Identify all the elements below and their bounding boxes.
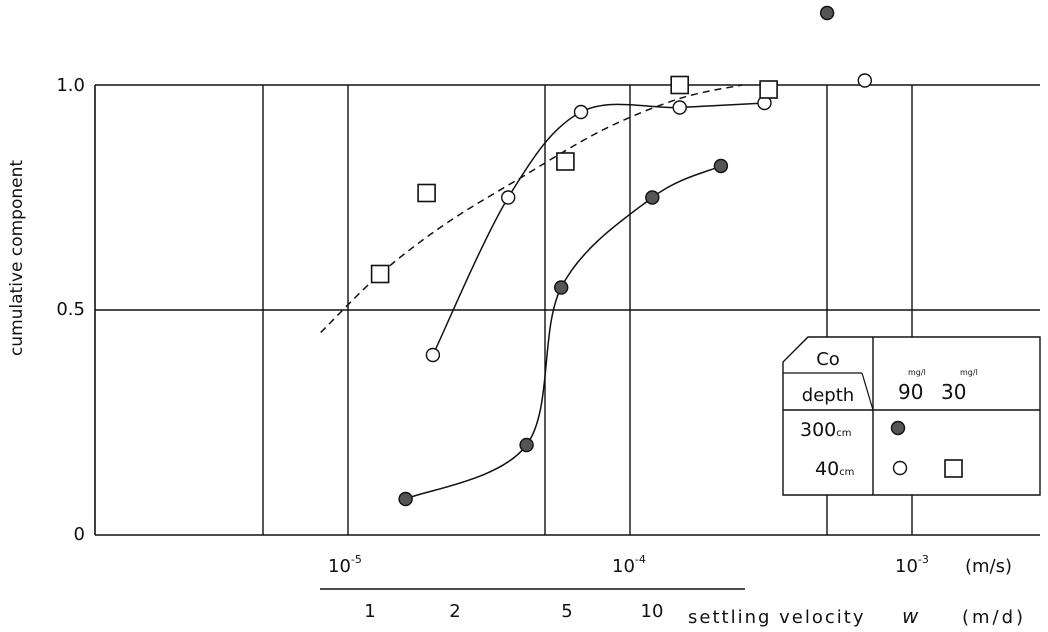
x-tick-labels: 10-5 10-4 10-3 (m/s) xyxy=(328,553,1012,577)
x-tick-label: 10-4 xyxy=(612,553,646,577)
x-tick-base: 10 xyxy=(328,556,351,577)
secondary-tick-label: 10 xyxy=(641,601,664,622)
series-curve-s300_90 xyxy=(405,165,722,500)
data-point-s40_30-3 xyxy=(670,75,690,95)
data-point-s40_30-0 xyxy=(370,264,390,284)
secondary-unit-label: (m/d) xyxy=(962,607,1026,628)
data-point-s40_30-1 xyxy=(417,183,436,203)
secondary-tick-label: 1 xyxy=(364,601,375,622)
x-tick-base: 10 xyxy=(612,556,635,577)
curves xyxy=(320,84,765,500)
x-tick-label: 10-5 xyxy=(328,553,362,577)
secondary-axis-label: settling velocity xyxy=(688,607,865,628)
data-point-s300_90-2 xyxy=(554,280,569,295)
x-tick-base: 10 xyxy=(895,556,918,577)
data-point-s300_90-0 xyxy=(398,491,413,507)
legend-row-depth-300: 300cm xyxy=(800,419,852,441)
legend-depth-value: 40 xyxy=(815,458,839,480)
y-tick-label: 0 xyxy=(74,524,85,545)
legend-conc-90: 90 xyxy=(898,380,923,404)
data-point-s300_90-1 xyxy=(519,437,534,453)
legend-depth-value: 300 xyxy=(800,419,836,441)
data-point-s40_90-0 xyxy=(425,347,441,363)
data-point-s40_90-2 xyxy=(573,104,589,120)
legend-marker-open-circle xyxy=(892,460,908,476)
secondary-tick-labels: 1 2 5 10 xyxy=(364,601,663,622)
series-curve-s40_90 xyxy=(432,102,765,356)
data-point-s40_90-5 xyxy=(857,73,872,88)
legend-co-label: Co xyxy=(816,349,840,370)
legend-frame xyxy=(782,336,1041,496)
y-tick-label: 1.0 xyxy=(56,75,85,96)
y-tick-labels: 0 0.5 1.0 xyxy=(56,75,85,545)
legend-row-depth-40: 40cm xyxy=(815,458,854,480)
x-tick-exp: -4 xyxy=(635,553,646,566)
legend-depth-unit: cm xyxy=(839,467,854,478)
legend-slash xyxy=(861,372,874,411)
legend-marker-open-square xyxy=(944,459,963,478)
secondary-axis-symbol: w xyxy=(902,604,919,628)
series-curve-s40_30 xyxy=(320,84,743,334)
axes xyxy=(94,85,1040,590)
legend-conc-30: 30 xyxy=(941,380,966,404)
y-tick-label: 0.5 xyxy=(56,299,85,320)
x-unit-label: (m/s) xyxy=(965,556,1012,577)
legend: Co depth mg/l mg/l 90 30 300cm 40cm xyxy=(782,336,1041,496)
data-point-s40_30-4 xyxy=(759,80,778,99)
data-point-s300_90-3 xyxy=(645,190,660,205)
legend-depth-unit: cm xyxy=(836,428,851,439)
legend-marker-filled-circle xyxy=(890,420,906,436)
legend-unit-1: mg/l xyxy=(908,368,926,377)
y-axis-label: cumulative component xyxy=(7,160,27,356)
secondary-tick-label: 5 xyxy=(561,601,572,622)
markers xyxy=(370,5,872,507)
data-point-s300_90-5 xyxy=(819,5,835,21)
x-tick-label: 10-3 xyxy=(895,553,929,577)
x-tick-exp: -3 xyxy=(918,553,929,566)
data-point-s40_90-3 xyxy=(672,100,687,115)
data-point-s40_30-2 xyxy=(556,152,575,171)
data-point-s40_90-1 xyxy=(501,190,516,205)
legend-depth-label: depth xyxy=(802,385,854,406)
data-point-s300_90-4 xyxy=(713,158,729,174)
x-tick-exp: -5 xyxy=(351,553,362,566)
secondary-tick-label: 2 xyxy=(449,601,460,622)
grid xyxy=(95,84,1040,535)
legend-unit-2: mg/l xyxy=(960,368,978,377)
